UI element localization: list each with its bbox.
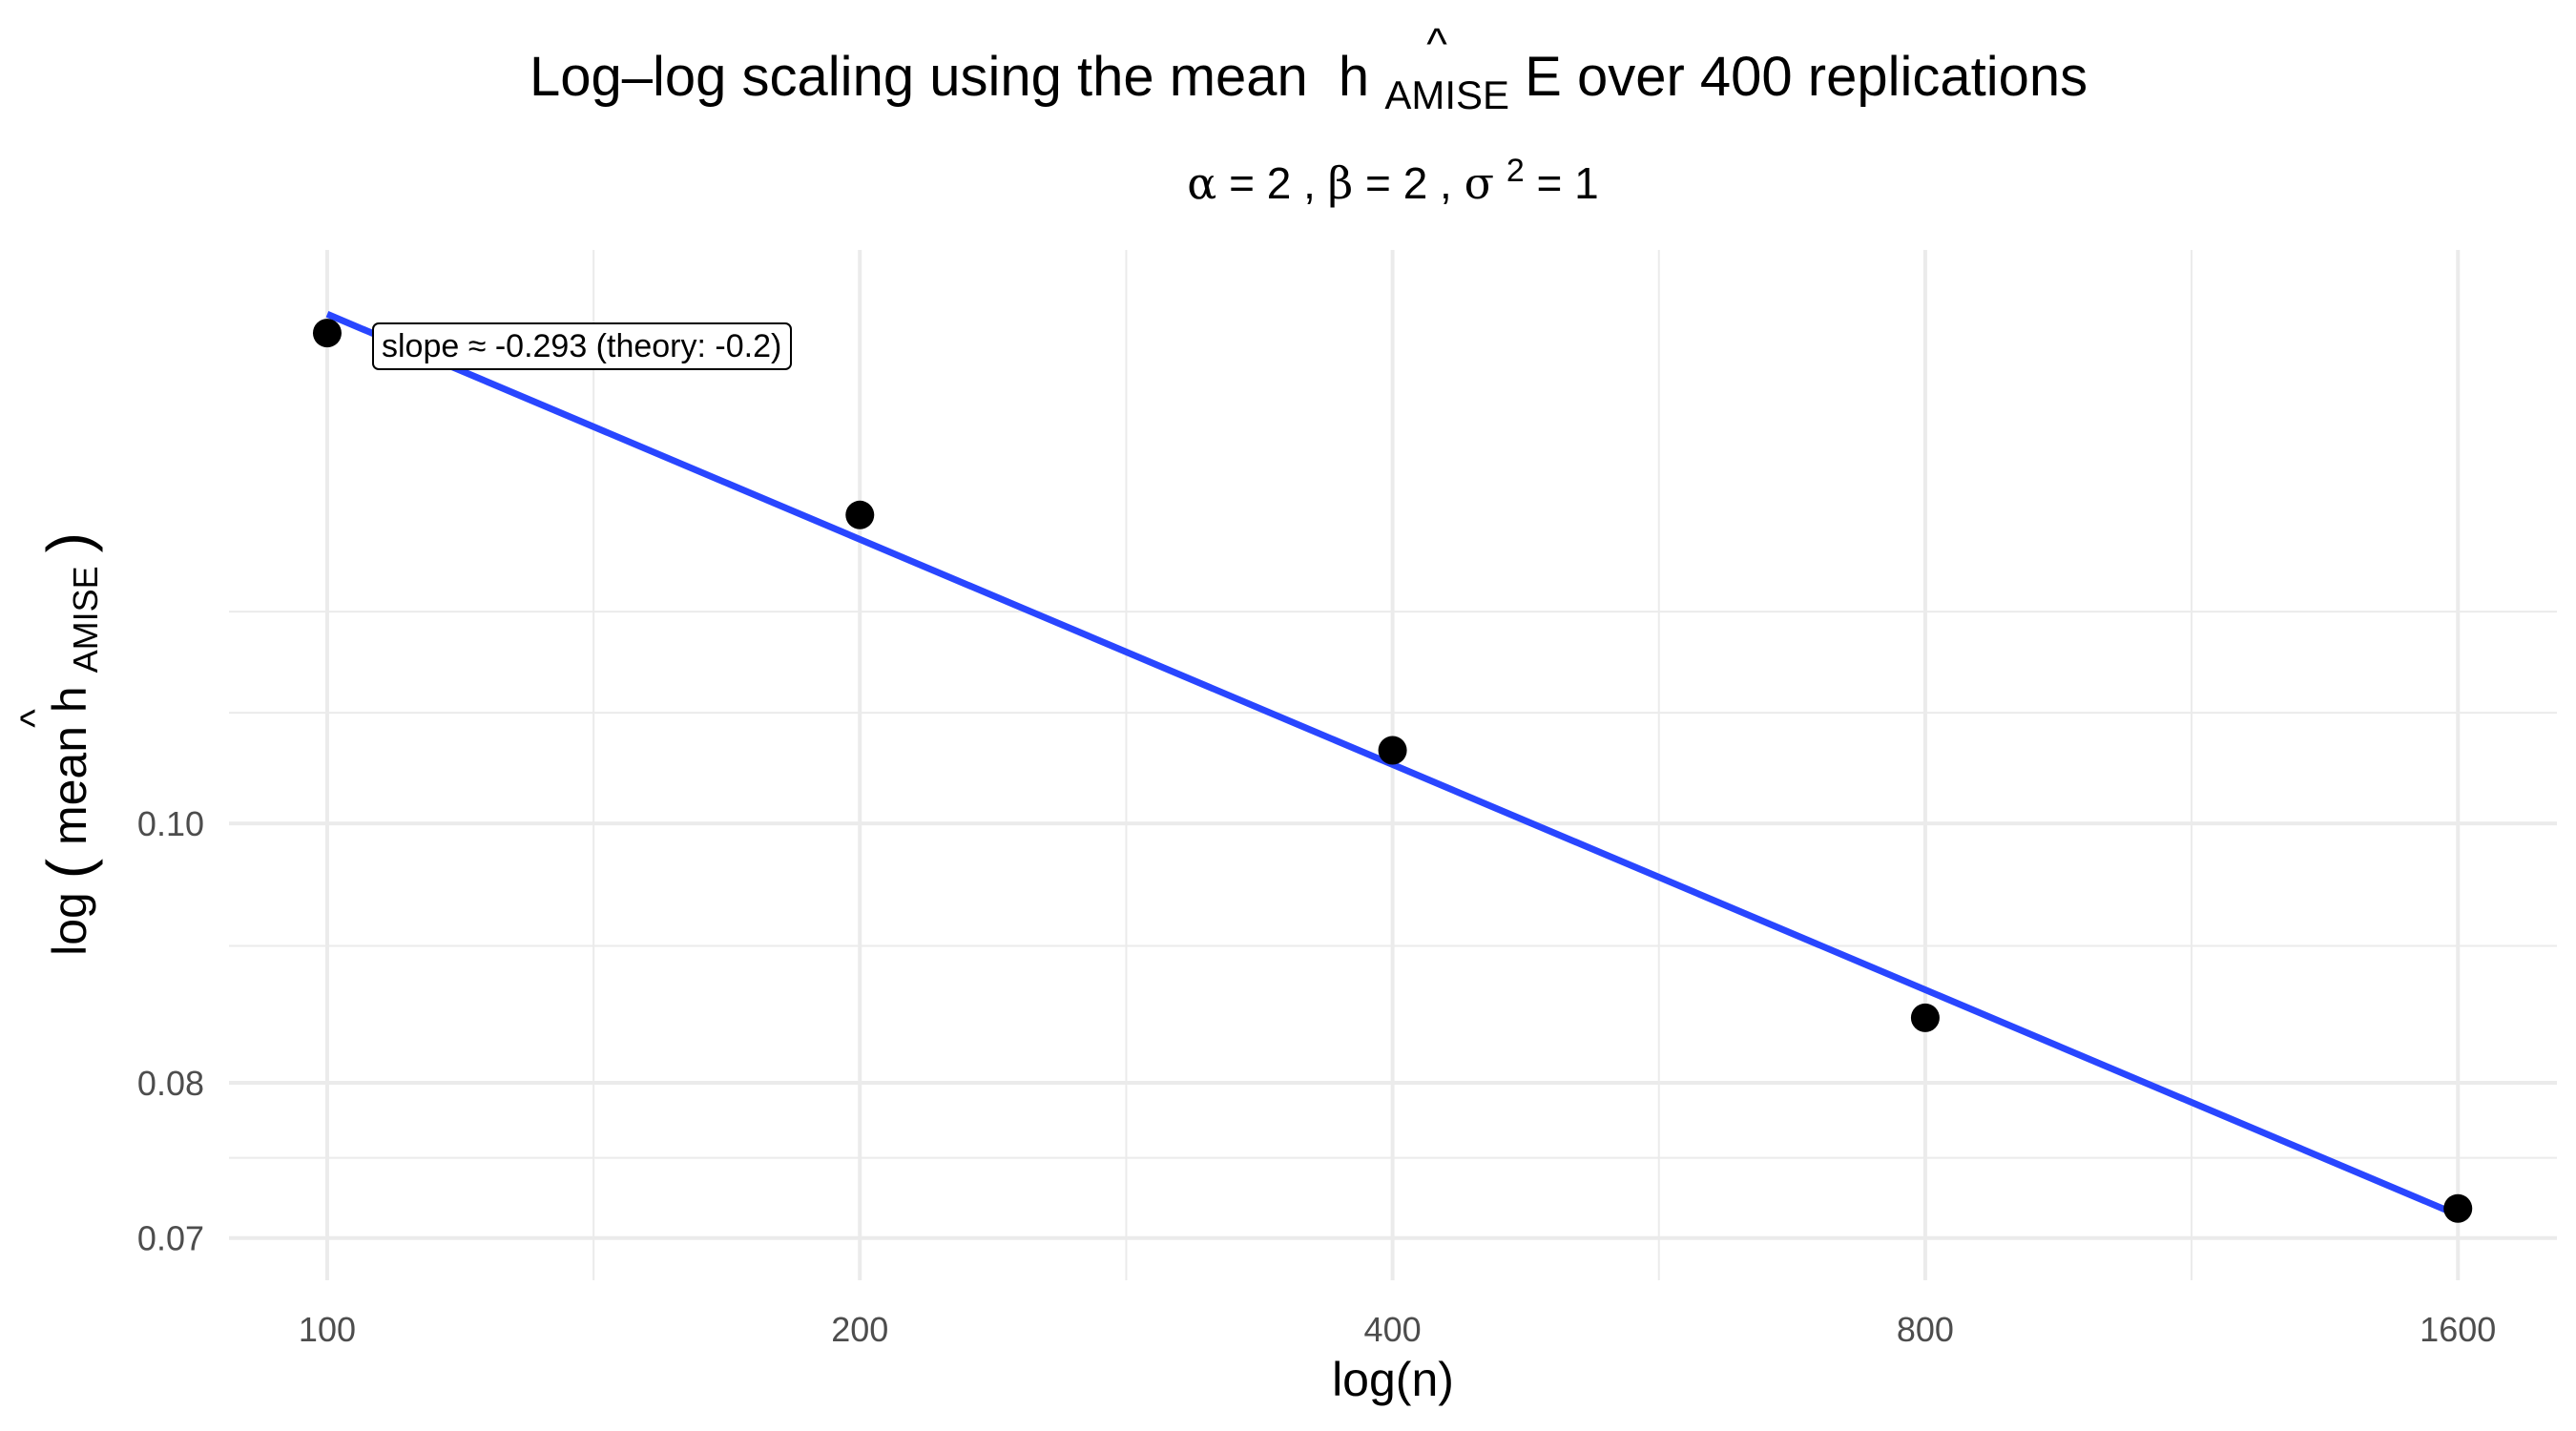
data-point xyxy=(312,319,342,348)
title-subscript: AMISE xyxy=(1384,73,1509,117)
subtitle-beta-value: = 2 , xyxy=(1365,158,1465,208)
subtitle-sigma-value: = 1 xyxy=(1537,158,1599,208)
data-point xyxy=(1378,736,1407,765)
y-tick-labels: 0.07 0.08 0.10 xyxy=(137,804,204,1258)
chart-subtitle: α = 2 , β = 2 , σ 2 = 1 xyxy=(1187,141,1599,209)
subtitle-sigma: σ xyxy=(1465,157,1494,209)
x-tick-label: 800 xyxy=(1897,1310,1954,1349)
y-axis-label: log ( mean h AMISE ) xyxy=(34,532,108,956)
annotation-text: slope ≈ -0.293 (theory: -0.2) xyxy=(382,328,781,364)
grid xyxy=(229,250,2557,1280)
subtitle-sigma-sup: 2 xyxy=(1506,153,1525,189)
chart-title: Log–log scaling using the mean h AMISE E… xyxy=(530,19,2088,121)
subtitle-alpha: α xyxy=(1187,157,1216,209)
x-tick-label: 400 xyxy=(1364,1310,1422,1349)
data-point xyxy=(845,500,875,529)
y-tick-label: 0.08 xyxy=(137,1064,204,1103)
points-layer xyxy=(312,319,2473,1223)
x-axis-label: log(n) xyxy=(1332,1353,1454,1406)
y-label-mean: mean xyxy=(43,713,96,845)
subtitle-alpha-value: = 2 , xyxy=(1229,158,1328,208)
slope-annotation: slope ≈ -0.293 (theory: -0.2) xyxy=(372,322,792,370)
title-text-before: Log–log scaling using the mean xyxy=(530,46,1323,108)
y-label-hat-h: h xyxy=(43,686,96,713)
x-tick-label: 100 xyxy=(299,1310,356,1349)
data-point xyxy=(2443,1193,2473,1223)
title-text-after: E over 400 replications xyxy=(1525,46,2088,108)
title-hat-h: h xyxy=(1339,46,1369,108)
y-label-hat-caret: ^ xyxy=(11,709,56,728)
y-tick-label: 0.10 xyxy=(137,804,204,843)
y-label-close-paren: ) xyxy=(34,532,103,552)
title-hat-caret: ^ xyxy=(1426,19,1447,69)
svg-text:Log–log scaling using the mean: Log–log scaling using the mean h AMISE E… xyxy=(530,46,2088,121)
data-point xyxy=(1910,1003,1940,1032)
y-tick-label: 0.07 xyxy=(137,1219,204,1258)
x-tick-label: 1600 xyxy=(2420,1310,2496,1349)
y-label-subscript: AMISE xyxy=(66,566,105,673)
x-tick-labels: 100 200 400 800 1600 xyxy=(299,1310,2496,1349)
svg-text:α = 2 , β: α = 2 , β = 2 , σ 2 = 1 xyxy=(1187,141,1599,209)
subtitle-beta: β xyxy=(1328,157,1354,209)
y-label-log: log xyxy=(43,892,96,956)
svg-text:log ( mean: log ( mean h AMISE ) xyxy=(34,532,108,956)
x-tick-label: 200 xyxy=(831,1310,888,1349)
y-label-open-paren: ( xyxy=(34,859,103,879)
annotation-box xyxy=(372,322,792,370)
